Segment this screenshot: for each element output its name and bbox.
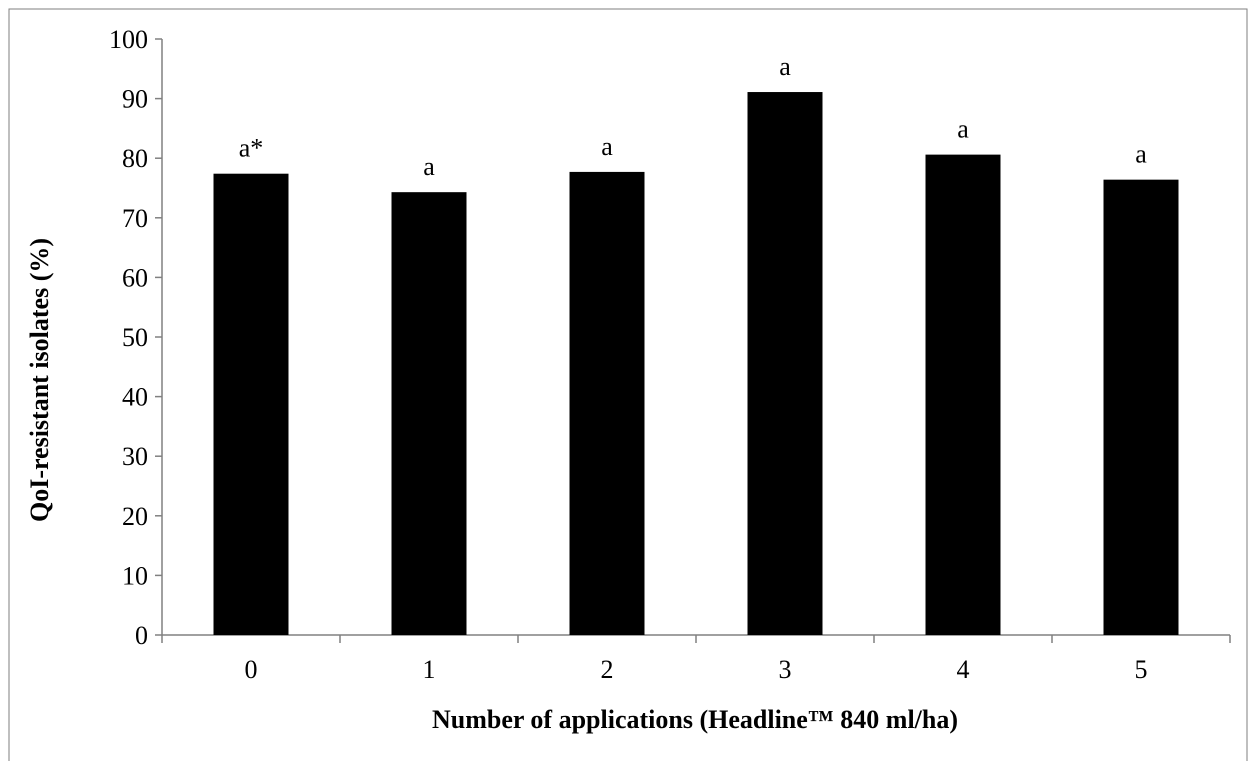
data-label: a (957, 115, 969, 144)
y-tick-label: 60 (122, 263, 148, 292)
y-tick-label: 50 (122, 323, 148, 352)
bars (213, 92, 1179, 636)
data-labels: a* a a a a a (239, 52, 1148, 181)
data-label: a (1135, 140, 1147, 169)
y-tick-label: 30 (122, 442, 148, 471)
x-tick-label: 3 (779, 655, 792, 684)
x-axis: 0 1 2 3 4 5 (161, 634, 1231, 684)
x-tick-label: 2 (601, 655, 614, 684)
data-label: a* (239, 134, 264, 163)
data-label: a (779, 52, 791, 81)
y-tick-label: 20 (122, 502, 148, 531)
data-label: a (601, 132, 613, 161)
bar (213, 173, 289, 636)
y-tick-label: 10 (122, 561, 148, 590)
y-tick-label: 80 (122, 144, 148, 173)
x-tick-label: 0 (245, 655, 258, 684)
bar (747, 92, 823, 635)
data-label: a (423, 152, 435, 181)
y-tick-label: 0 (135, 621, 148, 650)
chart-frame (8, 8, 1248, 761)
y-tick-label: 90 (122, 85, 148, 114)
y-tick-label: 100 (109, 25, 148, 54)
bar (391, 192, 467, 635)
bar (925, 154, 1001, 635)
x-tick-label: 4 (957, 655, 970, 684)
y-axis: 0 10 20 30 40 50 60 70 80 90 100 (109, 25, 163, 650)
y-tick-label: 70 (122, 204, 148, 233)
x-tick-label: 1 (423, 655, 436, 684)
x-tick-label: 5 (1135, 655, 1148, 684)
y-axis-title: QoI-resistant isolates (%) (25, 238, 54, 522)
bar (569, 171, 645, 635)
y-tick-label: 40 (122, 383, 148, 412)
bar (1103, 179, 1179, 635)
x-axis-title: Number of applications (Headline™ 840 ml… (432, 705, 958, 734)
